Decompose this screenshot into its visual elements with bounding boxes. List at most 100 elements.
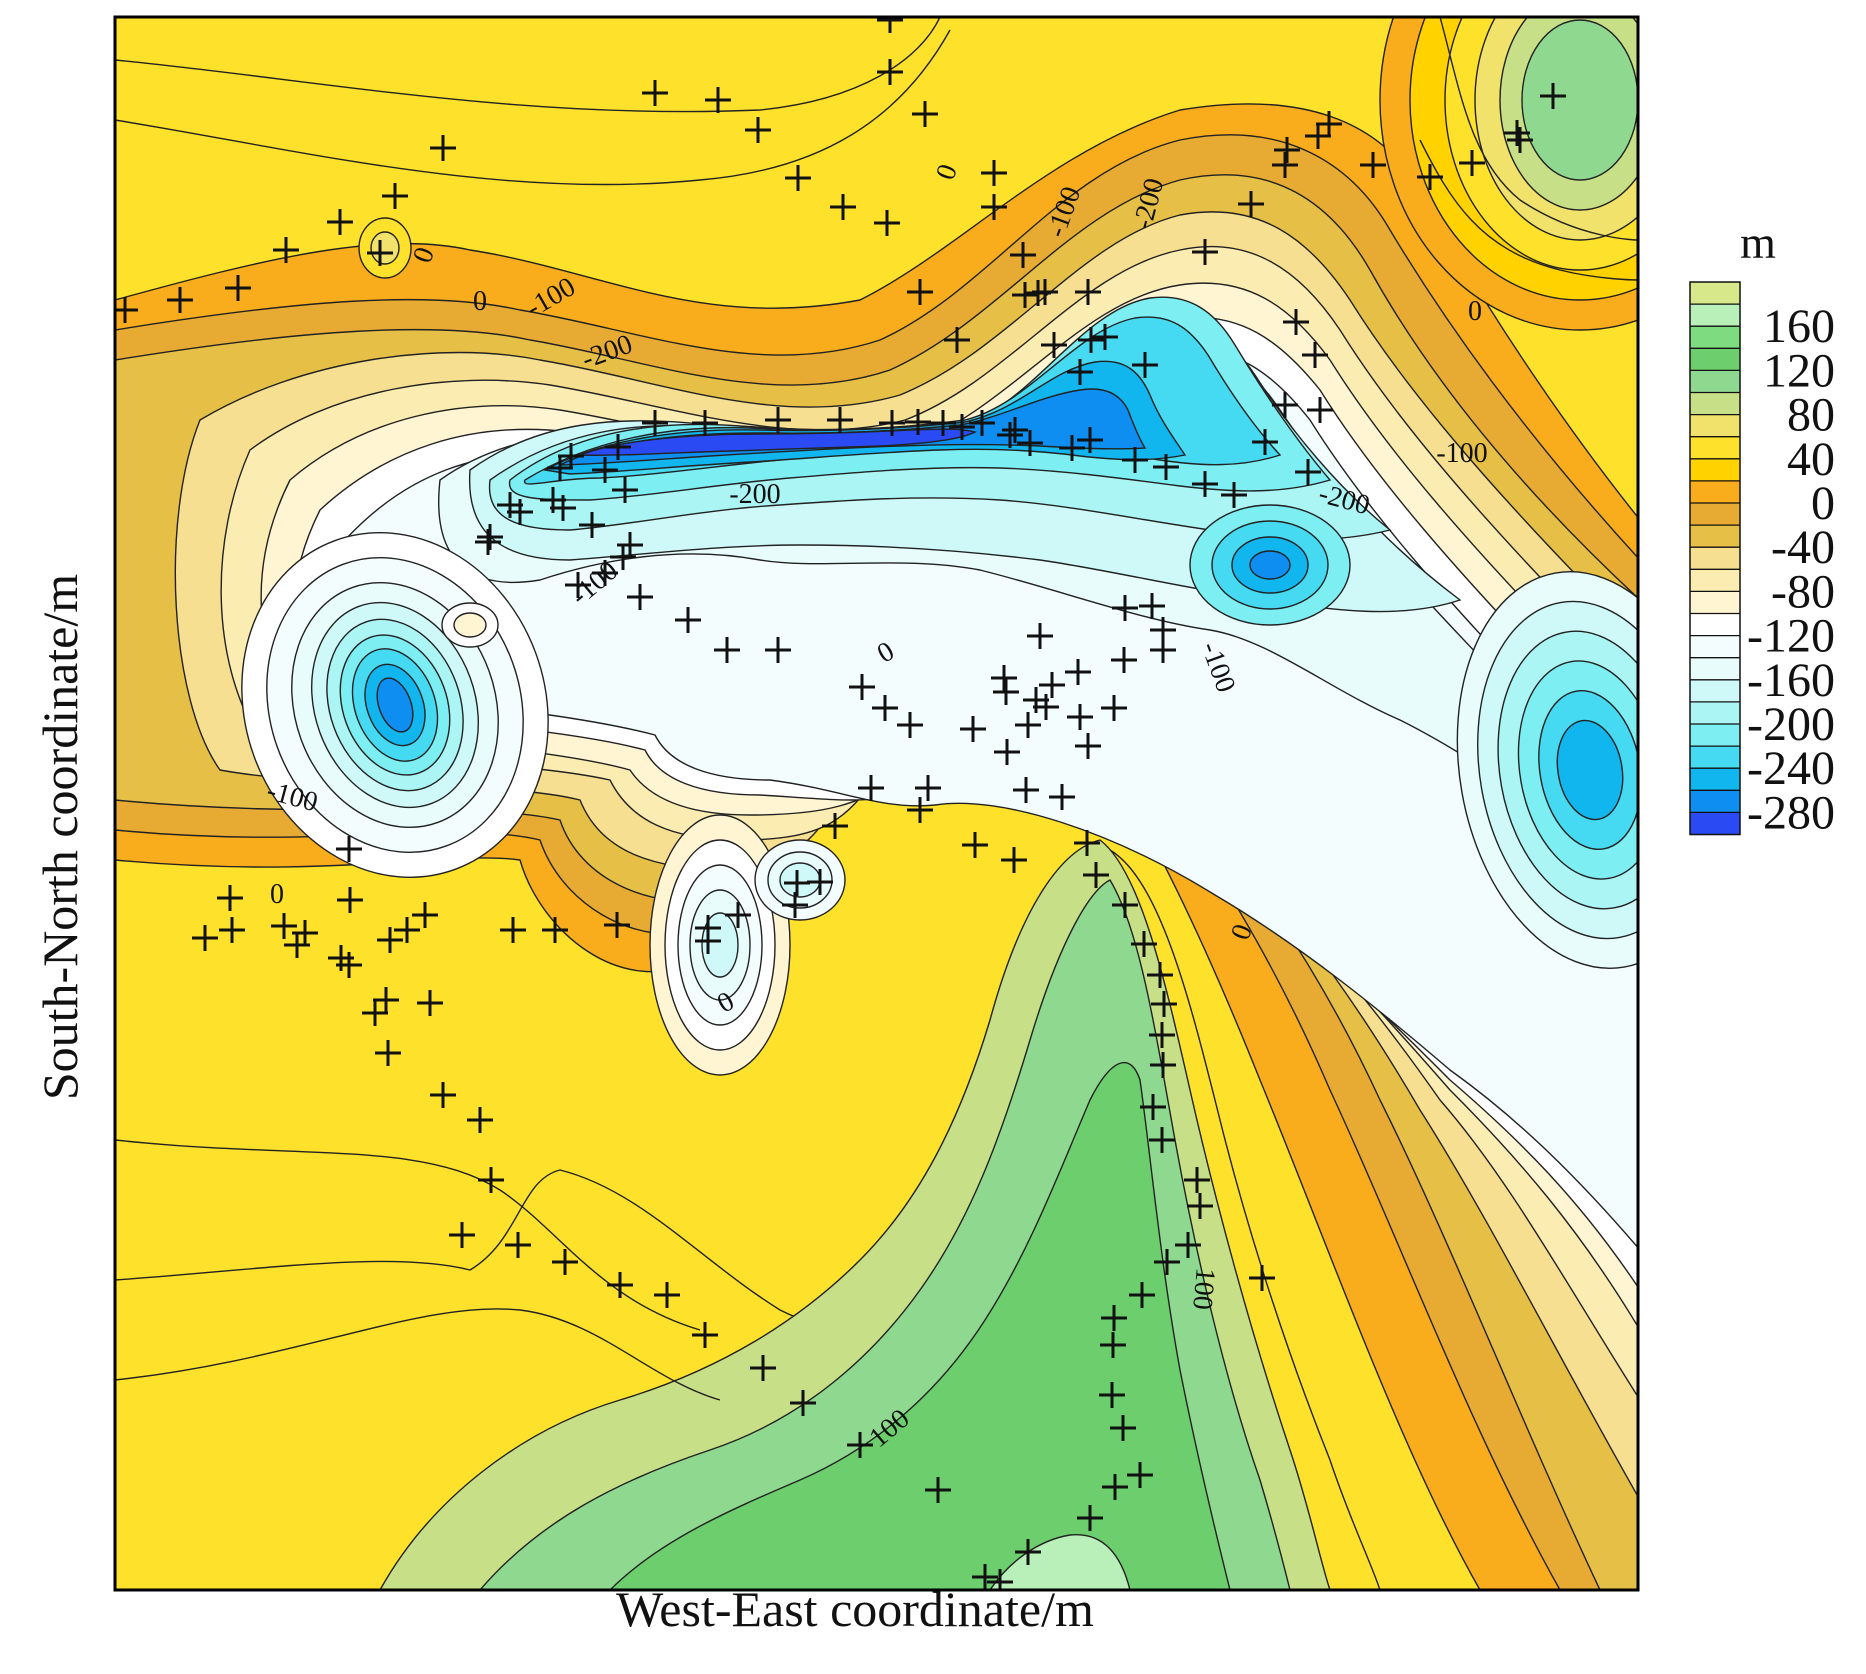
well-marker (1272, 392, 1298, 418)
well-marker (592, 457, 618, 483)
contour-line (115, 1308, 721, 1401)
well-marker (962, 832, 988, 858)
well-marker (219, 917, 245, 943)
well-marker (1187, 1193, 1213, 1219)
colorbar-swatch (1690, 458, 1740, 482)
well-marker (949, 414, 975, 440)
well-marker (1077, 1505, 1103, 1531)
colorbar-tick-label: -120 (1747, 610, 1835, 663)
well-marker (905, 409, 931, 435)
well-marker (944, 327, 970, 353)
well-marker (912, 101, 938, 127)
well-marker (382, 183, 408, 209)
well-marker (765, 407, 791, 433)
well-marker (1150, 637, 1176, 663)
well-marker (1110, 1415, 1136, 1441)
well-marker (1192, 239, 1218, 265)
well-marker (1132, 352, 1158, 378)
well-marker (642, 410, 668, 436)
well-marker (1221, 482, 1247, 508)
colorbar-frame (1689, 281, 1741, 836)
contour-line (115, 29, 951, 186)
colorbar-swatch (1690, 282, 1740, 305)
colorbar-swatch (1690, 370, 1740, 394)
well-marker (822, 813, 848, 839)
well-marker (692, 410, 718, 436)
well-marker (1507, 127, 1533, 153)
well-marker (997, 422, 1023, 448)
well-marker (1149, 1127, 1175, 1153)
well-marker (627, 584, 653, 610)
contour-region (1521, 19, 1638, 181)
colorbar-swatch (1690, 768, 1740, 791)
colorbar-swatch (1690, 613, 1740, 637)
x-axis-label: West-East coordinate/m (616, 1581, 1094, 1637)
colorbar-tick-label: -160 (1747, 654, 1835, 707)
colorbar-tick-label: 80 (1787, 389, 1835, 442)
well-marker (337, 887, 363, 913)
colorbar-tick-label: 160 (1763, 300, 1835, 353)
contour-label: -100 (1436, 438, 1487, 469)
well-marker (1112, 892, 1138, 918)
well-marker (1192, 471, 1218, 497)
well-marker (475, 529, 501, 555)
well-marker (1295, 459, 1321, 485)
colorbar-tick-label: -280 (1747, 786, 1835, 839)
plot-frame (113, 15, 1640, 1592)
well-marker (1012, 282, 1038, 308)
contour-region (453, 612, 487, 638)
well-marker (477, 524, 503, 550)
well-marker (877, 59, 903, 85)
well-marker (1067, 704, 1093, 730)
well-marker (907, 797, 933, 823)
colorbar-swatch (1690, 635, 1740, 659)
well-marker (675, 607, 701, 633)
colorbar-tick-label: -40 (1771, 521, 1835, 574)
colorbar-swatch (1690, 701, 1740, 725)
well-marker (872, 695, 898, 721)
contour-region (1249, 550, 1291, 580)
colorbar-swatch (1690, 525, 1740, 548)
well-marker (377, 927, 403, 953)
contour-label: -200 (729, 479, 780, 510)
well-marker (725, 902, 751, 928)
colorbar-swatch (1690, 348, 1740, 371)
well-marker (991, 665, 1017, 691)
plot-area: 00000000-100-100-100-100-100-100100100-2… (115, 17, 1638, 1590)
well-marker (1360, 152, 1386, 178)
well-marker (1013, 777, 1039, 803)
well-marker (192, 925, 218, 951)
contour-region (989, 1534, 1131, 1590)
well-marker (1067, 359, 1093, 385)
well-marker (430, 135, 456, 161)
well-marker (1100, 1332, 1126, 1358)
well-marker (1540, 83, 1566, 109)
well-marker (1238, 191, 1264, 217)
well-marker (1015, 712, 1041, 738)
well-marker (785, 165, 811, 191)
well-marker (987, 1569, 1013, 1590)
well-marker (505, 1232, 531, 1258)
contour-region (1556, 719, 1624, 821)
well-marker (765, 637, 791, 663)
well-marker (1077, 427, 1103, 453)
well-marker (1092, 324, 1118, 350)
well-marker (784, 870, 810, 896)
well-marker (394, 917, 420, 943)
colorbar-tick-label: 40 (1787, 433, 1835, 486)
well-marker (1065, 659, 1091, 685)
well-marker (284, 932, 310, 958)
well-marker (782, 892, 808, 918)
well-marker (879, 410, 905, 436)
well-marker (565, 572, 591, 598)
well-marker (1099, 1382, 1125, 1408)
well-marker (1027, 623, 1053, 649)
well-marker (714, 637, 740, 663)
well-marker (579, 512, 605, 538)
well-marker (1015, 1539, 1041, 1565)
contour-label: 0 (473, 286, 487, 317)
colorbar-swatch (1690, 304, 1740, 327)
well-marker (273, 237, 299, 263)
well-marker (981, 160, 1007, 186)
